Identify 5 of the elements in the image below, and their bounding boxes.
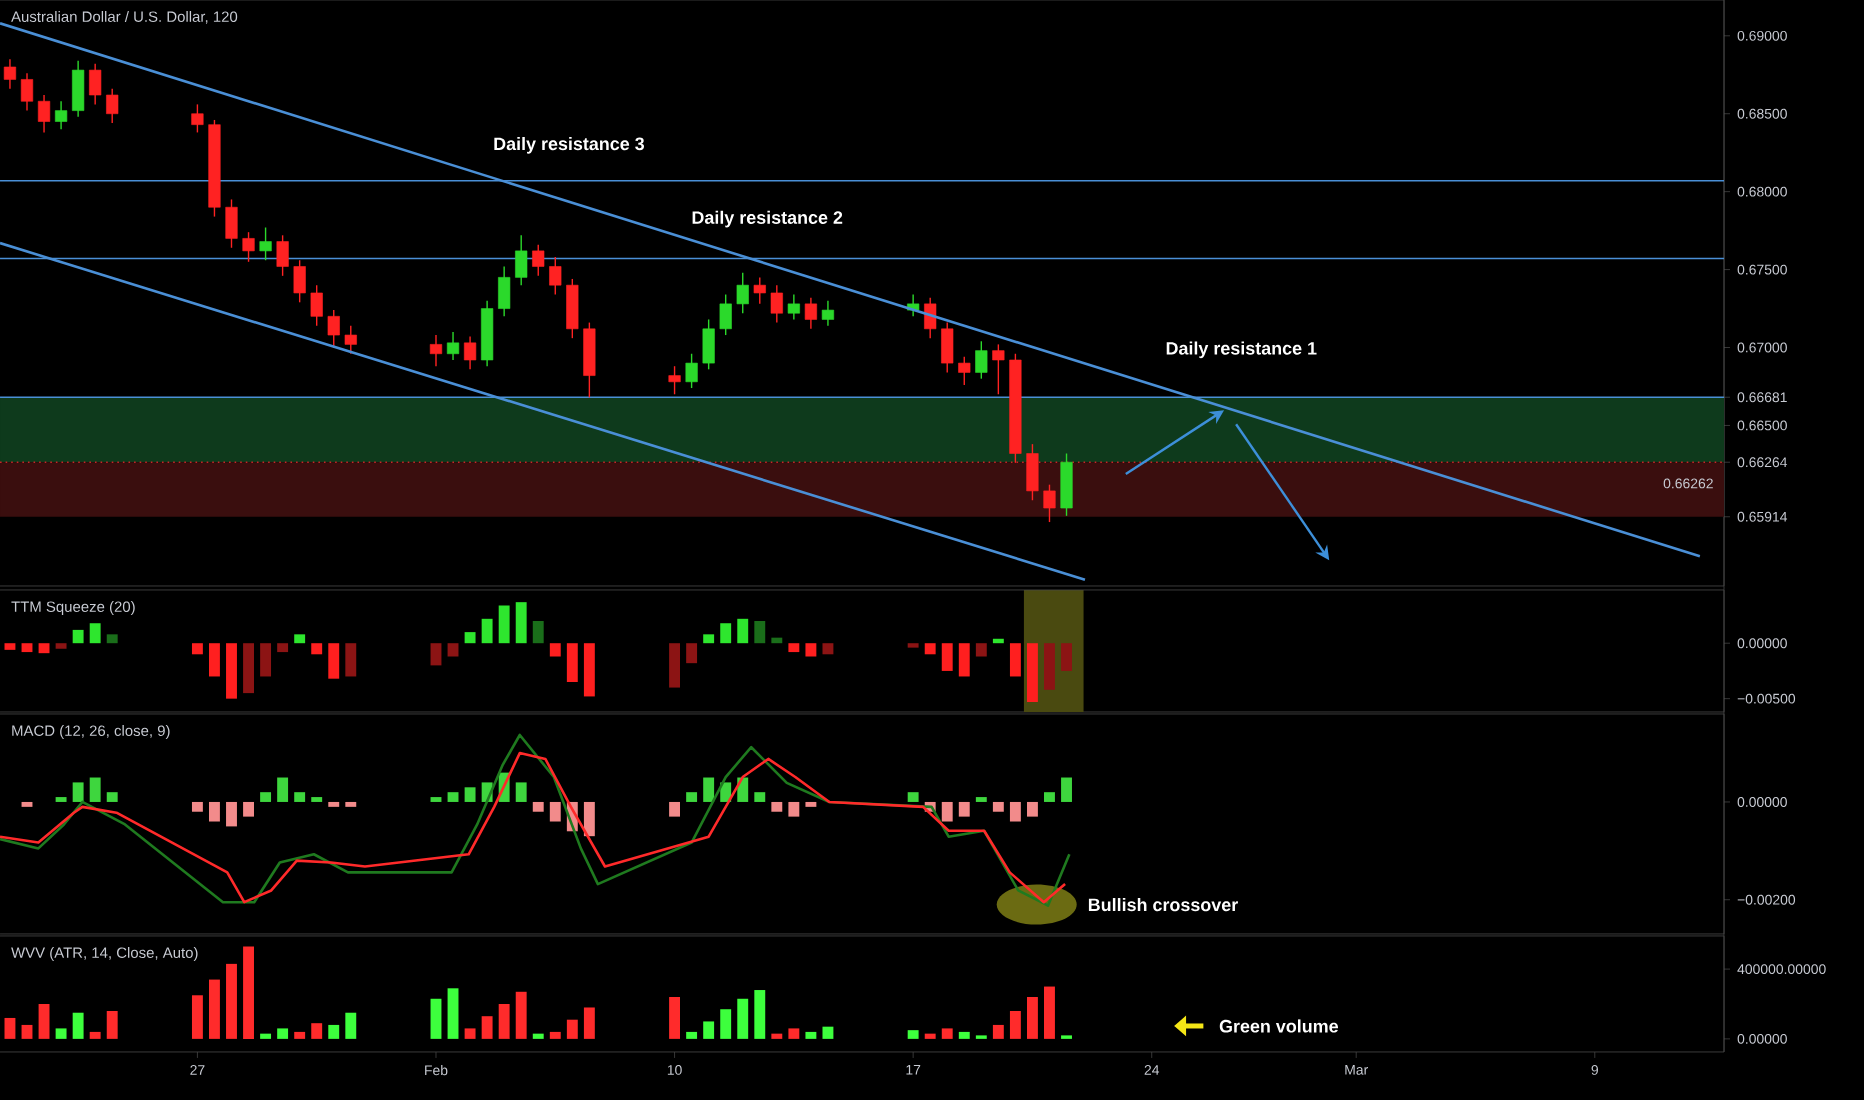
- annotation: Green volume: [1219, 1019, 1339, 1033]
- ref-line-label: Daily resistance 3: [494, 136, 645, 154]
- ref-line-label: Daily resistance 2: [692, 210, 843, 228]
- ref-line-label: Daily resistance 1: [1166, 341, 1317, 359]
- annotation: Bullish crossover: [1088, 898, 1238, 912]
